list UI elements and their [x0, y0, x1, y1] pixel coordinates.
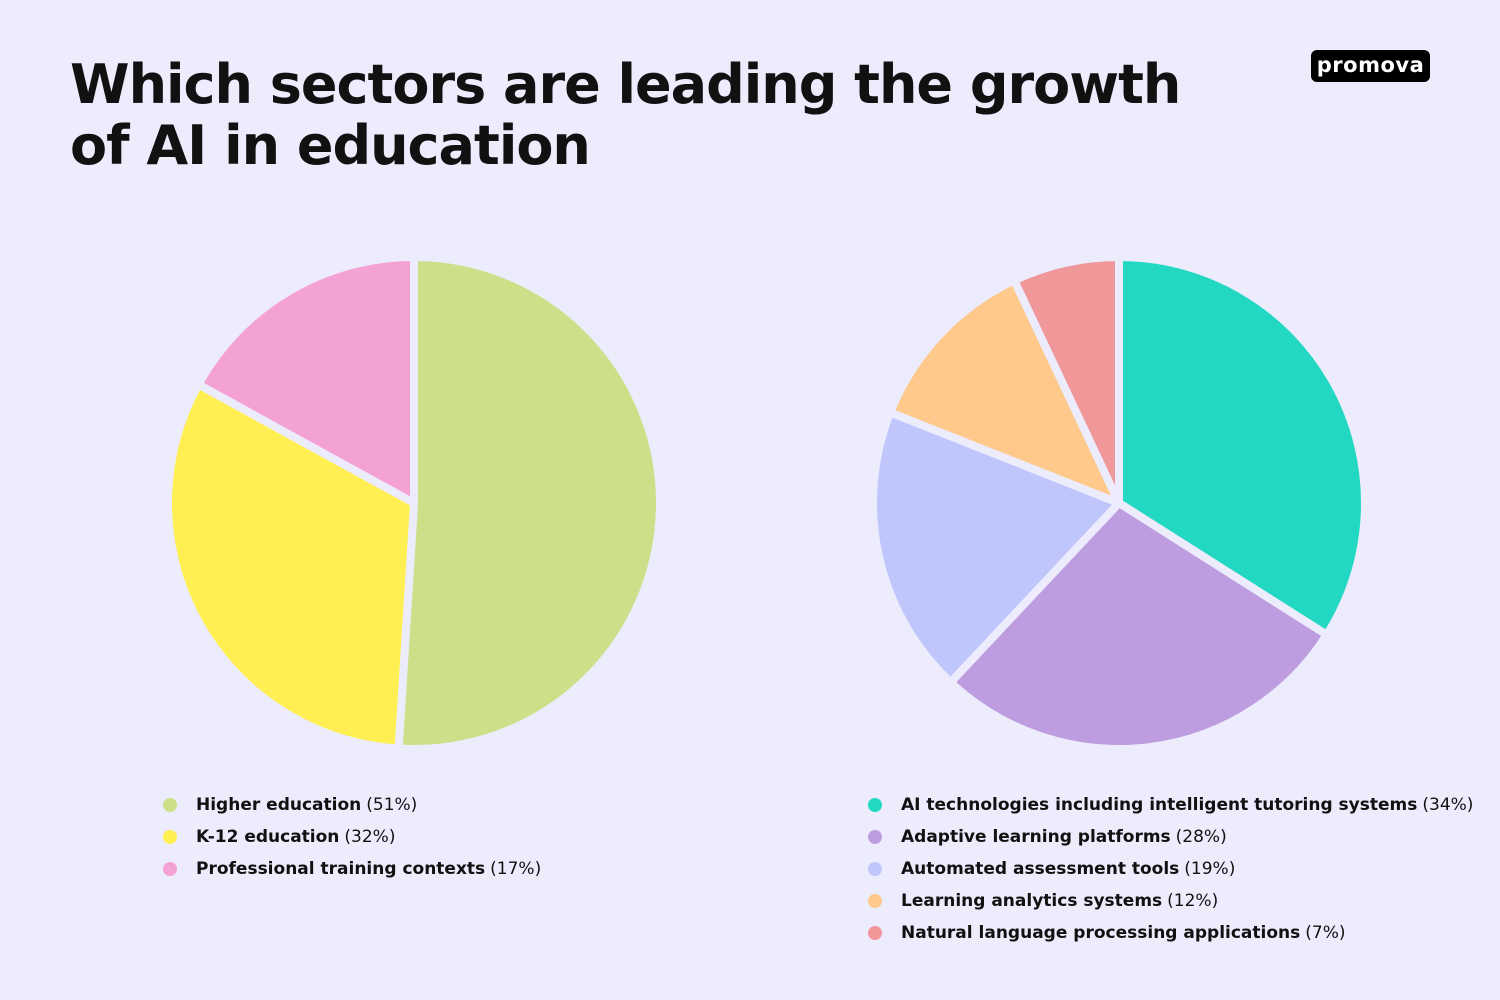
legend-technologies: AI technologies including intelligent tu…: [868, 789, 1473, 949]
legend-item: K-12 education (32%): [163, 821, 541, 853]
legend-percent: (51%): [366, 795, 418, 815]
legend-item: Professional training contexts (17%): [163, 853, 541, 885]
legend-dot-icon: [163, 830, 177, 844]
legend-dot-icon: [868, 862, 882, 876]
legend-item: Automated assessment tools (19%): [868, 853, 1473, 885]
legend-dot-icon: [868, 798, 882, 812]
page-title: Which sectors are leading the growth of …: [70, 53, 1181, 177]
legend-label: Higher education: [196, 795, 362, 815]
legend-label: K-12 education: [196, 827, 340, 847]
legend-percent: (19%): [1184, 859, 1236, 879]
legend-percent: (34%): [1422, 795, 1474, 815]
pie-slice: [946, 499, 1331, 753]
legend-percent: (17%): [490, 859, 542, 879]
pie-slice: [1010, 253, 1123, 507]
legend-dot-icon: [868, 926, 882, 940]
legend-item: AI technologies including intelligent tu…: [868, 789, 1473, 821]
pie-slice: [194, 253, 418, 507]
legend-percent: (12%): [1167, 891, 1219, 911]
legend-dot-icon: [163, 798, 177, 812]
pie-slice: [886, 276, 1123, 507]
legend-percent: (28%): [1175, 827, 1227, 847]
promova-logo: promova: [1311, 50, 1430, 82]
pie-chart-sectors: [164, 253, 664, 753]
legend-label: Adaptive learning platforms: [901, 827, 1171, 847]
pie-slice: [164, 380, 418, 753]
legend-item: Natural language processing applications…: [868, 917, 1473, 949]
legend-label: Natural language processing applications: [901, 923, 1301, 943]
legend-label: Automated assessment tools: [901, 859, 1180, 879]
legend-percent: (32%): [344, 827, 396, 847]
pie-slice: [394, 253, 664, 753]
pie-chart-technologies: [869, 253, 1369, 753]
legend-item: Learning analytics systems (12%): [868, 885, 1473, 917]
legend-sectors: Higher education (51%) K-12 education (32%)…: [163, 789, 541, 885]
legend-dot-icon: [868, 894, 882, 908]
legend-percent: (7%): [1305, 923, 1346, 943]
legend-label: AI technologies including intelligent tu…: [901, 795, 1418, 815]
legend-item: Higher education (51%): [163, 789, 541, 821]
legend-item: Adaptive learning platforms (28%): [868, 821, 1473, 853]
legend-label: Learning analytics systems: [901, 891, 1163, 911]
legend-dot-icon: [163, 862, 177, 876]
legend-label: Professional training contexts: [196, 859, 486, 879]
legend-dot-icon: [868, 830, 882, 844]
